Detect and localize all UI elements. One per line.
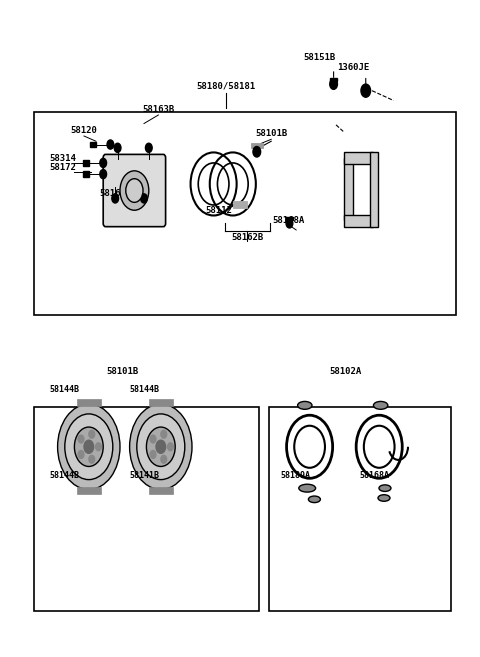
Text: 58151B: 58151B: [303, 53, 336, 62]
Text: 1360JE: 1360JE: [336, 63, 369, 72]
Circle shape: [89, 455, 95, 463]
Bar: [233, 201, 247, 208]
Text: 58101B: 58101B: [255, 129, 288, 138]
Circle shape: [141, 194, 147, 203]
Bar: [90, 142, 96, 147]
Bar: [344, 215, 373, 227]
Bar: [149, 487, 173, 494]
Circle shape: [65, 414, 113, 480]
Circle shape: [150, 435, 156, 443]
Circle shape: [156, 440, 166, 453]
Circle shape: [100, 170, 107, 179]
Bar: [34, 407, 259, 611]
Circle shape: [89, 430, 95, 438]
Bar: [269, 407, 451, 611]
Text: 58144B: 58144B: [50, 470, 80, 480]
Text: 58120: 58120: [71, 125, 97, 135]
Text: 58141B: 58141B: [129, 470, 159, 480]
Circle shape: [84, 440, 94, 453]
Text: 58112: 58112: [205, 206, 232, 215]
Bar: [286, 217, 293, 220]
Circle shape: [130, 404, 192, 489]
Bar: [344, 158, 353, 220]
Ellipse shape: [298, 401, 312, 409]
Circle shape: [78, 435, 84, 443]
Circle shape: [126, 179, 143, 202]
Text: 58144B: 58144B: [50, 385, 80, 394]
Text: 58172: 58172: [49, 163, 76, 172]
Ellipse shape: [379, 485, 391, 491]
Ellipse shape: [378, 495, 390, 501]
Text: 58314: 58314: [49, 154, 76, 163]
Bar: [251, 143, 263, 148]
Text: 58102A: 58102A: [329, 367, 362, 376]
Circle shape: [145, 143, 152, 152]
Circle shape: [361, 84, 371, 97]
Text: 58163B: 58163B: [142, 104, 175, 114]
Circle shape: [253, 147, 261, 157]
Bar: [34, 112, 456, 315]
Ellipse shape: [373, 401, 388, 409]
Circle shape: [74, 427, 103, 466]
Circle shape: [120, 171, 149, 210]
Bar: [77, 487, 101, 494]
Text: 58163B: 58163B: [99, 189, 132, 198]
Text: 58162B: 58162B: [231, 233, 264, 242]
Text: 58168A: 58168A: [360, 470, 389, 480]
Bar: [330, 78, 337, 81]
Bar: [344, 152, 373, 164]
Text: 58168A: 58168A: [272, 215, 304, 225]
FancyBboxPatch shape: [103, 154, 166, 227]
Circle shape: [150, 451, 156, 459]
Circle shape: [168, 443, 173, 451]
Circle shape: [112, 194, 119, 203]
Text: 58101B: 58101B: [106, 367, 139, 376]
Circle shape: [137, 414, 185, 480]
Bar: [149, 399, 173, 406]
Circle shape: [114, 143, 121, 152]
Ellipse shape: [299, 484, 316, 492]
Circle shape: [58, 404, 120, 489]
Circle shape: [161, 430, 167, 438]
Circle shape: [96, 443, 101, 451]
Bar: [370, 152, 378, 227]
Bar: [77, 399, 101, 406]
Circle shape: [330, 79, 337, 89]
Circle shape: [286, 219, 293, 228]
Ellipse shape: [309, 496, 321, 503]
Circle shape: [161, 455, 167, 463]
Text: 58180/58181: 58180/58181: [196, 81, 255, 91]
Text: 58189A: 58189A: [280, 470, 310, 480]
Circle shape: [146, 427, 175, 466]
Circle shape: [78, 451, 84, 459]
Circle shape: [100, 158, 107, 168]
Text: 58144B: 58144B: [129, 385, 159, 394]
Bar: [83, 160, 89, 166]
Bar: [83, 171, 89, 177]
Circle shape: [107, 140, 114, 149]
